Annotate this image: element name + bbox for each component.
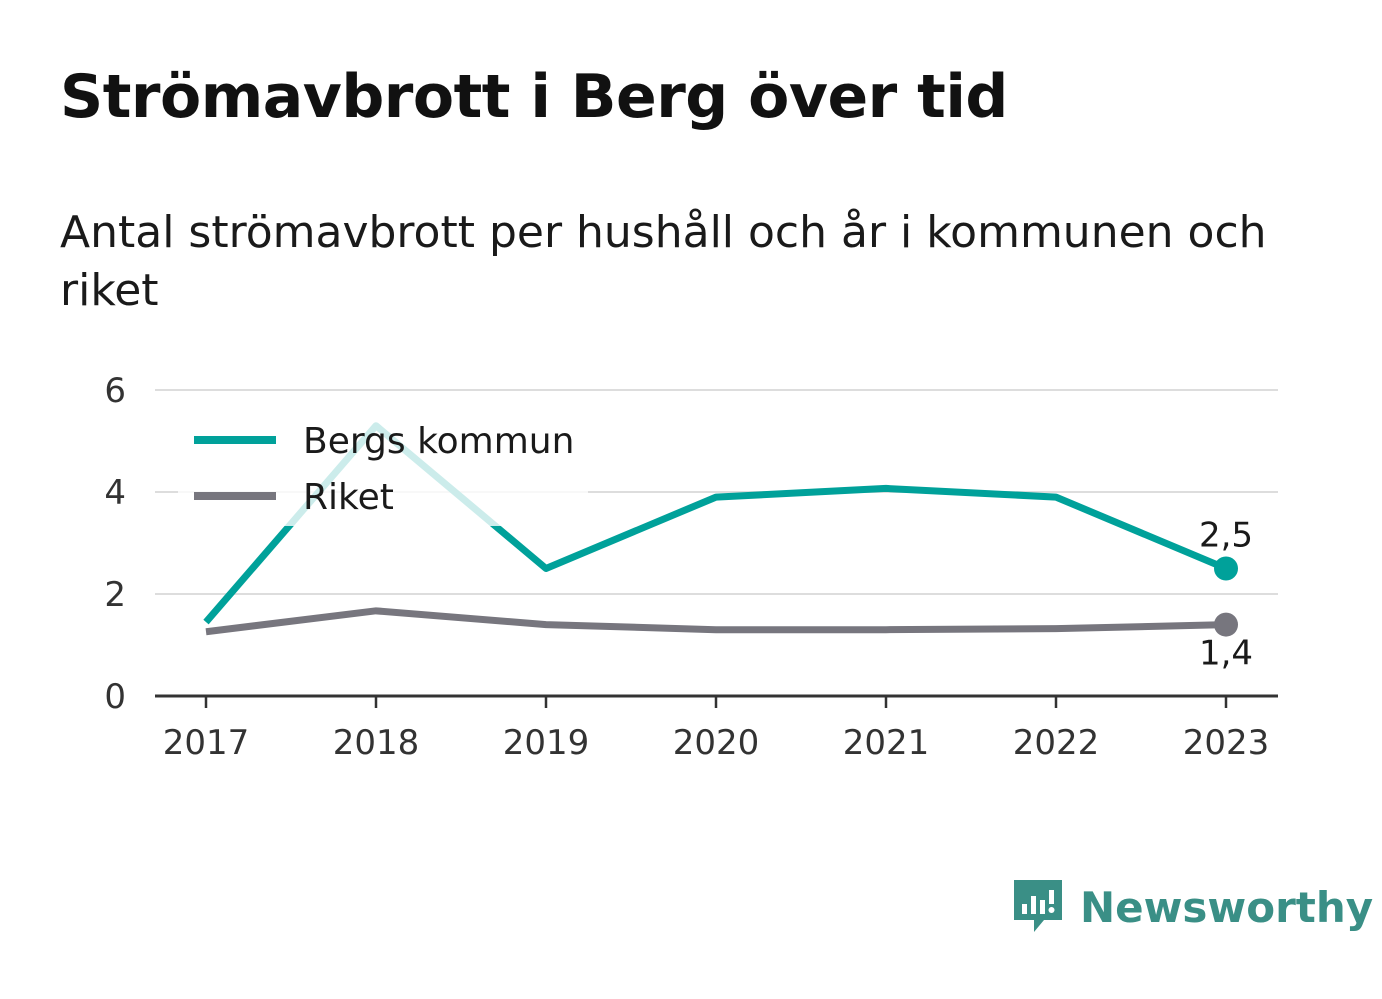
x-tick-label-2: 2019 [503, 723, 590, 763]
chart-subtitle: Antal strömavbrott per hushåll och år i … [60, 207, 1267, 316]
end-value-label-1: 1,4 [1199, 634, 1253, 674]
x-axis: 2017 2018 2019 2020 2021 2022 2023 [155, 694, 1278, 763]
y-tick-label-1: 2 [104, 575, 126, 615]
end-labels: 2,5 1,4 [1199, 516, 1253, 674]
y-axis: 0 2 4 6 [104, 371, 126, 717]
y-tick-label-3: 6 [104, 371, 126, 411]
newsworthy-logo: Newsworthy [1010, 876, 1373, 938]
series-end-marker-1 [1214, 612, 1238, 637]
brand-name: Newsworthy [1080, 882, 1374, 932]
x-tick-label-4: 2021 [843, 723, 930, 763]
x-tick-label-0: 2017 [163, 723, 250, 763]
series-end-marker-0 [1214, 556, 1238, 581]
x-tick-label-3: 2020 [673, 723, 760, 763]
bar-chart-speech-bubble-icon [1014, 880, 1062, 932]
y-tick-label-2: 4 [104, 473, 126, 513]
series-line-1 [205, 607, 1227, 636]
y-tick-label-0: 0 [104, 677, 126, 717]
x-tick-label-5: 2022 [1013, 723, 1100, 763]
legend: Bergs kommun Riket [178, 408, 588, 526]
x-tick-label-6: 2023 [1183, 723, 1270, 763]
legend-label-1: Riket [303, 477, 394, 518]
x-tick-label-1: 2018 [333, 723, 420, 763]
legend-background [178, 408, 588, 526]
chart-title: Strömavbrott i Berg över tid [60, 62, 1008, 132]
legend-label-0: Bergs kommun [303, 421, 574, 462]
end-value-label-0: 2,5 [1199, 516, 1253, 556]
